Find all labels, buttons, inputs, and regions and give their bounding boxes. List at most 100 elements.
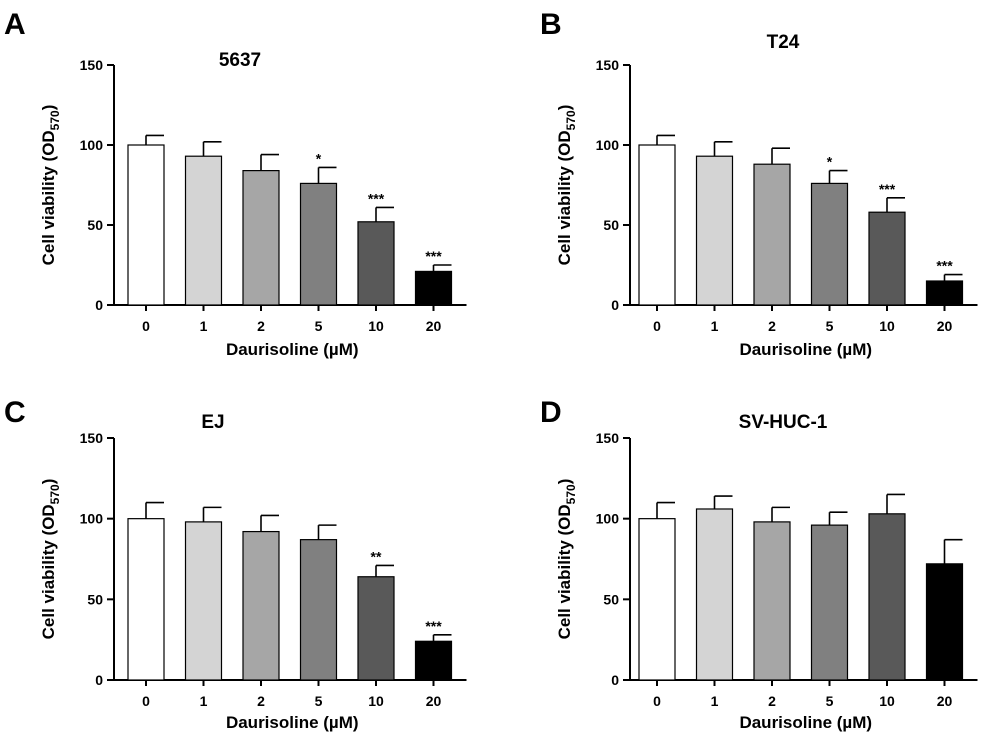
x-tick-label: 1	[711, 318, 719, 334]
y-tick-label: 50	[603, 217, 619, 233]
y-axis-label-subscript: 570	[564, 484, 578, 504]
chart-title: T24	[767, 32, 800, 53]
significance-label: ***	[936, 258, 953, 274]
bar	[242, 170, 280, 306]
y-axis-label-main: Cell viability (OD	[39, 504, 58, 639]
y-tick-label: 150	[596, 430, 620, 446]
bar	[184, 521, 223, 681]
x-tick-label: 5	[826, 318, 834, 334]
chart-title: SV-HUC-1	[739, 412, 828, 433]
y-tick-label: 150	[596, 57, 620, 73]
x-tick-label: 0	[142, 318, 150, 334]
bar	[868, 211, 906, 306]
panel-letter: A	[4, 8, 26, 41]
x-tick-label: 10	[368, 318, 384, 334]
bar	[299, 182, 338, 306]
y-tick-label: 150	[80, 430, 104, 446]
bar	[242, 530, 280, 681]
y-axis-label-close: )	[555, 105, 574, 111]
x-tick-label: 0	[653, 318, 661, 334]
x-tick-label: 1	[711, 693, 719, 709]
bar	[925, 563, 964, 681]
bar	[753, 163, 791, 306]
significance-label: ***	[368, 190, 385, 206]
panel-letter: C	[4, 396, 26, 429]
bar	[810, 182, 849, 306]
bar	[357, 221, 395, 306]
significance-label: *	[316, 150, 322, 166]
significance-label: *	[827, 154, 833, 170]
panel-letter: B	[540, 8, 562, 41]
x-tick-label: 0	[653, 693, 661, 709]
y-axis-label-subscript: 570	[564, 110, 578, 130]
y-axis-label: Cell viability (OD570)	[39, 105, 62, 266]
significance-label: ***	[879, 181, 896, 197]
x-tick-label: 2	[257, 318, 265, 334]
y-tick-label: 0	[611, 297, 619, 313]
bar	[414, 270, 453, 306]
chart-panel-c: C EJ 0 50 100 150 0 1 2 5 10 ** 20 *** Daurisoline (µM…	[4, 396, 467, 732]
x-tick-label: 1	[200, 318, 208, 334]
y-tick-label: 150	[80, 57, 104, 73]
y-axis-label-close: )	[555, 479, 574, 485]
x-tick-label: 2	[768, 693, 776, 709]
bar	[299, 539, 338, 681]
significance-label: ***	[425, 248, 442, 264]
y-tick-label: 100	[80, 137, 104, 153]
bar	[810, 524, 849, 681]
y-tick-label: 100	[80, 511, 104, 527]
x-axis-label: Daurisoline (µM)	[739, 340, 872, 359]
bar	[127, 144, 165, 306]
y-axis-label-main: Cell viability (OD	[555, 130, 574, 265]
y-tick-label: 100	[596, 137, 620, 153]
x-tick-label: 1	[200, 693, 208, 709]
bar	[638, 144, 676, 306]
chart-title: 5637	[219, 50, 261, 71]
x-tick-label: 5	[826, 693, 834, 709]
x-tick-label: 2	[768, 318, 776, 334]
bar	[868, 513, 906, 681]
x-tick-label: 20	[937, 693, 953, 709]
y-tick-label: 0	[95, 297, 103, 313]
y-tick-label: 0	[611, 672, 619, 688]
significance-label: ***	[425, 618, 442, 634]
x-tick-label: 0	[142, 693, 150, 709]
x-tick-label: 5	[315, 693, 323, 709]
y-tick-label: 50	[87, 591, 103, 607]
x-tick-label: 20	[426, 318, 442, 334]
x-tick-label: 10	[879, 318, 895, 334]
bar	[127, 518, 165, 681]
bar	[638, 518, 676, 681]
chart-panel-a: A 5637 0 50 100 150 0 1 2 5 * 10 *** 20 *** Daurisoline…	[4, 8, 467, 359]
y-axis-label-subscript: 570	[48, 484, 62, 504]
x-tick-label: 20	[937, 318, 953, 334]
bar	[695, 155, 734, 306]
bar	[357, 576, 395, 681]
x-tick-label: 2	[257, 693, 265, 709]
x-tick-label: 10	[879, 693, 895, 709]
bar	[753, 521, 791, 681]
bar	[184, 155, 223, 306]
bar	[925, 280, 964, 306]
y-tick-label: 50	[603, 591, 619, 607]
panel-letter: D	[540, 396, 562, 429]
y-tick-label: 100	[596, 511, 620, 527]
y-axis-label: Cell viability (OD570)	[555, 479, 578, 640]
y-axis-label: Cell viability (OD570)	[39, 479, 62, 640]
bar	[695, 508, 734, 681]
y-axis-label: Cell viability (OD570)	[555, 105, 578, 266]
x-axis-label: Daurisoline (µM)	[739, 713, 872, 732]
chart-panel-d: D SV-HUC-1 0 50 100 150 0 1 2 5 10 20 Daurisoline (µ…	[540, 396, 978, 732]
y-axis-label-close: )	[39, 479, 58, 485]
significance-label: **	[371, 548, 382, 564]
x-axis-label: Daurisoline (µM)	[226, 340, 359, 359]
y-tick-label: 0	[95, 672, 103, 688]
y-axis-label-main: Cell viability (OD	[39, 130, 58, 265]
y-axis-label-subscript: 570	[48, 110, 62, 130]
y-axis-label-close: )	[39, 105, 58, 111]
y-tick-label: 50	[87, 217, 103, 233]
x-tick-label: 20	[426, 693, 442, 709]
chart-title: EJ	[201, 412, 224, 433]
x-tick-label: 5	[315, 318, 323, 334]
